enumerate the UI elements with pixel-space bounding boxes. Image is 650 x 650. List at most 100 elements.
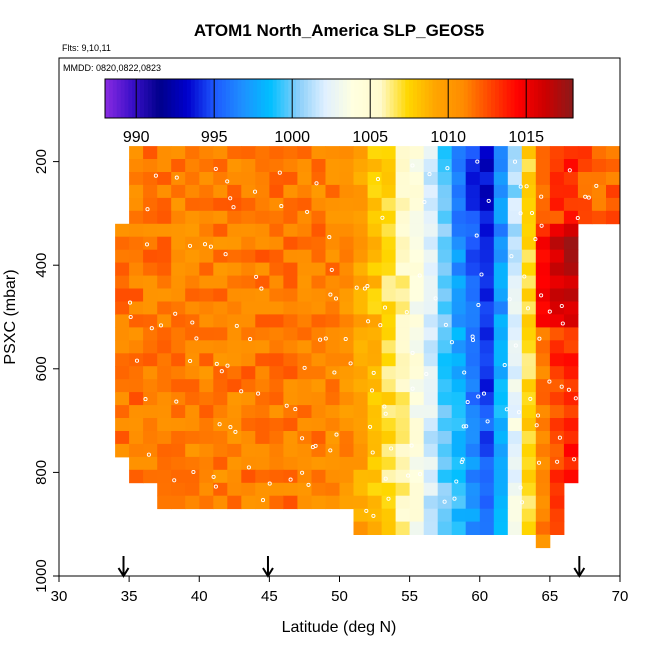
heatmap-cell: [227, 431, 242, 445]
heatmap-cell: [423, 236, 439, 251]
heatmap-cell: [437, 418, 453, 432]
heatmap-cell: [115, 314, 130, 328]
heatmap-cell: [535, 482, 551, 497]
heatmap-cell: [535, 508, 551, 523]
heatmap-cell: [521, 210, 537, 225]
heatmap-cell: [563, 366, 579, 380]
heatmap-cell: [143, 159, 158, 173]
heatmap-cell: [381, 521, 397, 535]
heatmap-cell: [451, 172, 467, 186]
heatmap-cell: [451, 262, 467, 276]
heatmap-cell: [465, 366, 481, 380]
heatmap-cell: [409, 469, 425, 484]
flight-arrows: [117, 556, 586, 578]
heatmap-cell: [283, 236, 298, 251]
heatmap-cell: [199, 327, 214, 341]
heatmap-cell: [409, 418, 425, 432]
heatmap-cell: [423, 223, 439, 238]
heatmap-cell: [395, 249, 411, 264]
heatmap-cell: [283, 456, 298, 471]
heatmap-cell: [367, 392, 383, 406]
heatmap-cell: [437, 314, 453, 328]
heatmap-cell: [423, 197, 439, 212]
heatmap-cell: [563, 405, 579, 419]
heatmap-cell: [549, 314, 565, 328]
heatmap-cell: [563, 236, 579, 251]
heatmap-cell: [479, 249, 495, 264]
heatmap-cell: [591, 159, 607, 173]
heatmap-cell: [199, 379, 214, 393]
heatmap-cell: [171, 379, 186, 393]
heatmap-cell: [437, 456, 453, 471]
heatmap-cell: [283, 184, 298, 199]
heatmap-cell: [269, 172, 284, 186]
heatmap-cell: [437, 159, 453, 173]
heatmap-cell: [381, 405, 397, 419]
heatmap-cell: [213, 159, 228, 173]
heatmap-cell: [479, 210, 495, 225]
heatmap-cell: [325, 236, 340, 251]
heatmap-cell: [409, 482, 425, 497]
heatmap-cell: [353, 249, 368, 264]
heatmap-cell: [395, 482, 411, 497]
heatmap-cell: [521, 275, 537, 289]
heatmap-cell: [283, 482, 298, 497]
heatmap-cell: [241, 327, 256, 341]
heatmap-cell: [129, 340, 144, 354]
heatmap-cell: [367, 443, 383, 458]
colorbar-swatch: [397, 79, 402, 118]
track-point: [476, 394, 481, 399]
heatmap-cell: [353, 210, 368, 225]
heatmap-cell: [479, 418, 495, 432]
heatmap-cell: [479, 366, 495, 380]
x-tick-label: 35: [121, 588, 138, 605]
heatmap-cell: [115, 275, 130, 289]
colorbar-swatch: [206, 79, 211, 118]
heatmap-cell: [521, 431, 537, 445]
track-point: [214, 361, 219, 366]
heatmap-cell: [143, 197, 158, 212]
heatmap-cell: [451, 521, 467, 535]
heatmap-cell: [269, 159, 284, 173]
heatmap-cell: [465, 340, 481, 354]
heatmap-cell: [423, 456, 439, 471]
colorbar-tick-label: 1000: [274, 129, 310, 146]
heatmap-cell: [535, 443, 551, 458]
heatmap-cell: [563, 392, 579, 406]
heatmap-cell: [213, 275, 228, 289]
track-point: [479, 272, 484, 277]
heatmap-cell: [465, 405, 481, 419]
heatmap-cell: [423, 210, 439, 225]
colorbar-swatch: [565, 79, 570, 118]
heatmap-cell: [283, 301, 298, 315]
track-point: [566, 387, 571, 392]
colorbar-swatch: [303, 79, 309, 118]
heatmap-cell: [339, 301, 354, 315]
heatmap-cell: [521, 482, 537, 497]
colorbar-swatch: [155, 79, 161, 118]
heatmap-cell: [269, 314, 284, 328]
heatmap-cell: [325, 172, 340, 186]
track-point: [418, 472, 423, 477]
flight-arrow-head: [262, 567, 274, 578]
x-tick-label: 60: [471, 588, 488, 605]
colorbar-swatch: [237, 79, 243, 118]
heatmap-cell: [171, 288, 186, 302]
heatmap-cell: [493, 431, 509, 445]
heatmap-cell: [381, 275, 397, 289]
heatmap-cell: [395, 495, 411, 510]
heatmap-cell: [213, 379, 228, 393]
x-axis: 30 35 40 45 50 55 60 65 70: [51, 576, 628, 605]
colorbar-swatch: [163, 79, 168, 118]
heatmap-cell: [381, 340, 397, 354]
colorbar-swatch: [249, 79, 254, 118]
heatmap-cell: [325, 353, 340, 367]
heatmap-cell: [157, 379, 172, 393]
heatmap-cell: [143, 469, 158, 484]
heatmap-cell: [311, 392, 326, 406]
heatmap-cell: [171, 431, 186, 445]
track-point: [259, 286, 264, 291]
heatmap-cell: [241, 405, 256, 419]
track-point: [302, 365, 307, 370]
heatmap-cell: [143, 353, 158, 367]
